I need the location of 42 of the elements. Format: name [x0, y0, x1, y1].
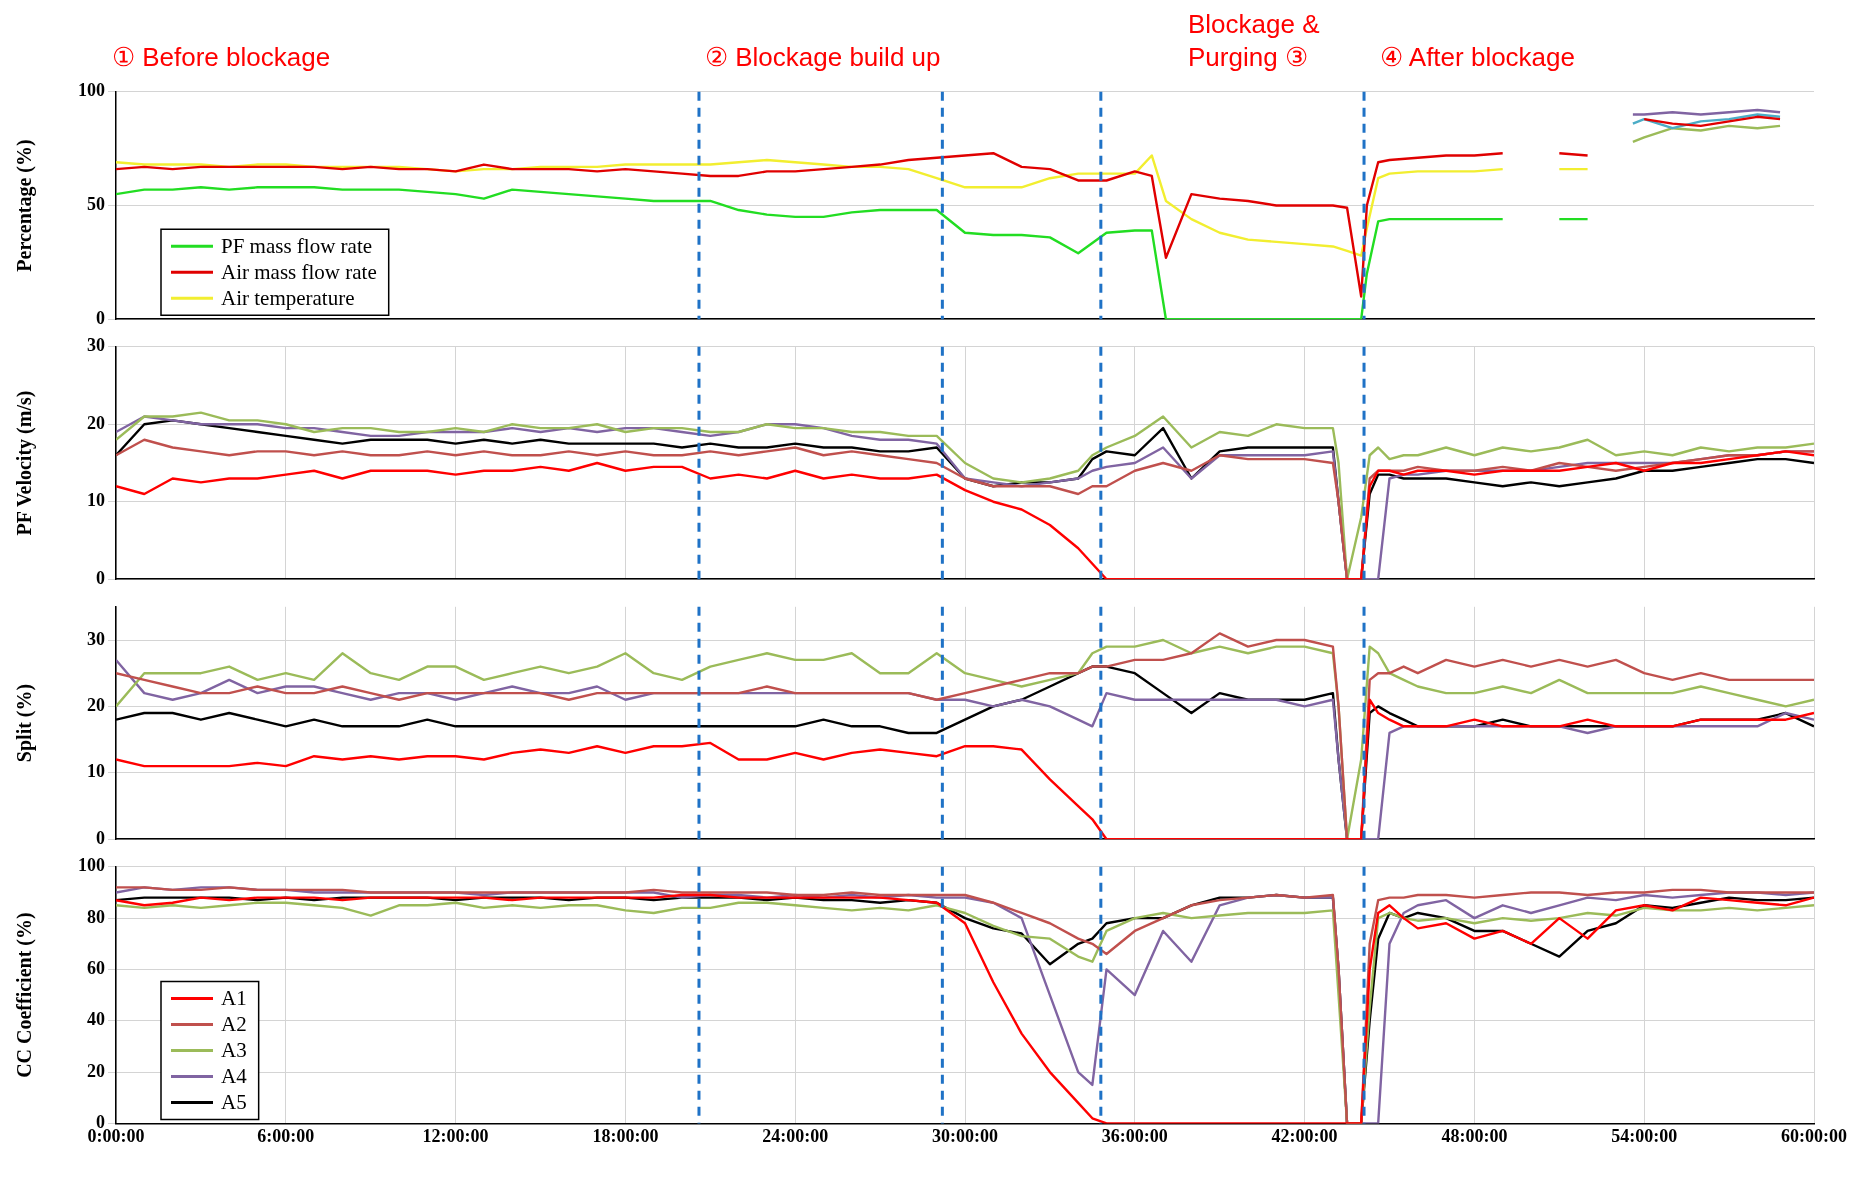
y-tick-label: 100: [78, 855, 105, 876]
x-tick-label: 6:00:00: [257, 1125, 315, 1146]
legend-label: A3: [221, 1037, 247, 1062]
y-axis-title: PF Velocity (m/s): [13, 390, 37, 536]
x-tick-label: 60:00:00: [1781, 1125, 1847, 1146]
y-tick-label: 100: [78, 80, 105, 101]
y-tick-label: 30: [87, 628, 105, 649]
y-axis-title: Split (%): [13, 683, 37, 763]
legend-label: Air temperature: [221, 285, 355, 310]
y-tick-label: 10: [87, 490, 105, 511]
legend-label: PF mass flow rate: [221, 233, 373, 258]
y-tick-label: 60: [87, 958, 105, 979]
legend-label: Air mass flow rate: [221, 259, 377, 284]
y-tick-label: 50: [87, 194, 105, 215]
legend-label: A4: [221, 1063, 248, 1088]
y-tick-label: 0: [96, 827, 105, 848]
x-tick-label: 18:00:00: [592, 1125, 659, 1146]
x-tick-label: 24:00:00: [762, 1125, 829, 1146]
y-tick-label: 20: [87, 1060, 105, 1081]
y-tick-label: 30: [87, 335, 105, 356]
x-tick-label: 48:00:00: [1441, 1125, 1508, 1146]
text: ② Blockage build up: [705, 41, 942, 74]
y-tick-label: 0: [96, 567, 105, 588]
y-tick-label: 20: [87, 412, 105, 433]
y-tick-label: 80: [87, 906, 105, 927]
y-tick-label: 10: [87, 761, 105, 782]
y-axis-title: Percentage (%): [13, 139, 37, 272]
y-tick-label: 40: [87, 1009, 105, 1030]
x-tick-label: 54:00:00: [1611, 1125, 1678, 1146]
text: ④ After blockage: [1380, 41, 1576, 74]
legend-label: A5: [221, 1089, 247, 1114]
x-tick-label: 12:00:00: [422, 1125, 489, 1146]
x-tick-label: 30:00:00: [932, 1125, 998, 1146]
legend-label: A1: [221, 985, 247, 1010]
x-tick-label: 36:00:00: [1101, 1125, 1168, 1146]
text: Blockage & Purging ③: [1188, 8, 1321, 74]
text: ① Before blockage: [112, 41, 332, 74]
y-tick-label: 20: [87, 695, 105, 716]
x-tick-label: 42:00:00: [1271, 1125, 1338, 1146]
y-axis-title: CC Coefficient (%): [13, 912, 37, 1078]
legend-label: A2: [221, 1011, 247, 1036]
y-tick-label: 0: [96, 307, 105, 328]
